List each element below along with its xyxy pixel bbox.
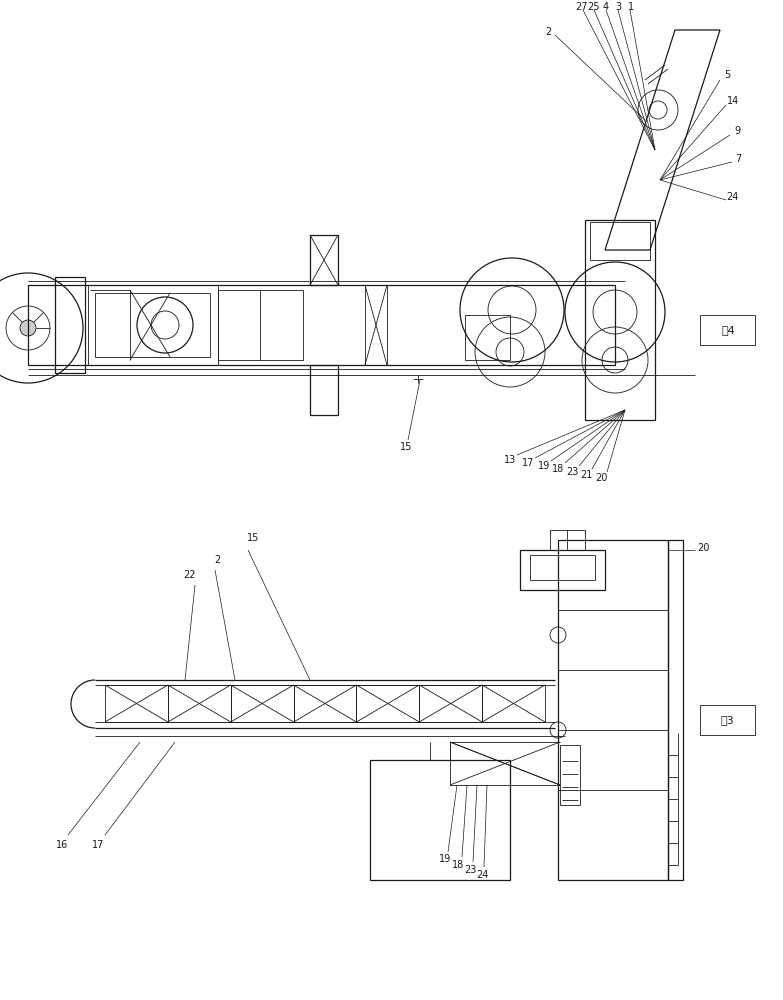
Text: 24: 24 [726, 192, 738, 202]
Text: 17: 17 [92, 840, 104, 850]
Text: 21: 21 [580, 470, 592, 480]
Text: 23: 23 [464, 865, 476, 875]
Bar [168, 685, 231, 722]
Bar [28, 285, 615, 365]
Bar [668, 540, 683, 880]
Bar [310, 235, 338, 285]
Text: 图3: 图3 [720, 715, 734, 725]
Text: 2: 2 [214, 555, 220, 565]
Bar [365, 285, 387, 365]
Text: 24: 24 [476, 870, 488, 880]
Text: 17: 17 [521, 458, 534, 468]
Text: 22: 22 [184, 570, 197, 580]
Text: 7: 7 [735, 154, 742, 164]
Circle shape [20, 320, 36, 336]
Bar [530, 555, 595, 580]
Text: 15: 15 [247, 533, 259, 543]
Bar [520, 550, 605, 590]
Bar [482, 685, 545, 722]
Text: 20: 20 [595, 473, 607, 483]
Bar [465, 315, 510, 360]
Bar [370, 760, 510, 880]
Bar [294, 685, 356, 722]
Bar [558, 540, 668, 880]
Text: 20: 20 [697, 543, 709, 553]
Text: 27: 27 [575, 2, 587, 12]
Text: 18: 18 [552, 464, 564, 474]
Bar [356, 685, 419, 722]
Bar [585, 220, 655, 420]
Text: 23: 23 [566, 467, 578, 477]
Text: 4: 4 [603, 2, 609, 12]
Text: 2: 2 [545, 27, 551, 37]
Text: 25: 25 [588, 2, 601, 12]
Text: 18: 18 [452, 860, 464, 870]
Bar [419, 685, 482, 722]
Text: 5: 5 [723, 70, 730, 80]
Bar [231, 685, 294, 722]
Text: 9: 9 [734, 126, 740, 136]
Text: 16: 16 [56, 840, 68, 850]
Bar [88, 285, 218, 365]
Text: 19: 19 [538, 461, 550, 471]
Bar [105, 685, 168, 722]
Text: 15: 15 [400, 442, 412, 452]
Bar [218, 290, 303, 360]
Text: 1: 1 [628, 2, 634, 12]
Text: 3: 3 [615, 2, 621, 12]
Text: 14: 14 [727, 96, 739, 106]
Bar [95, 293, 210, 357]
Bar [700, 315, 755, 345]
Bar [310, 365, 338, 415]
Text: 图4: 图4 [721, 325, 735, 335]
Text: 13: 13 [504, 455, 516, 465]
Bar [560, 745, 580, 805]
Bar [55, 277, 85, 373]
Bar [550, 530, 585, 550]
Bar [590, 222, 650, 260]
Text: 19: 19 [439, 854, 451, 864]
Bar [700, 705, 755, 735]
